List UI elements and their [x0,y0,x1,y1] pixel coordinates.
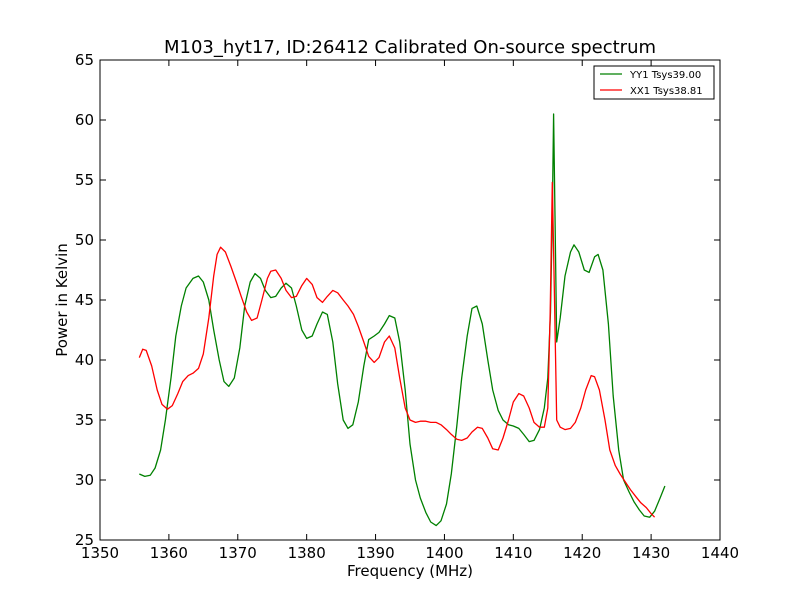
x-tick-label: 1400 [425,544,463,562]
x-tick-label: 1360 [150,544,188,562]
x-tick-label: 1410 [494,544,532,562]
series-line-yy1 [139,113,666,527]
y-tick-label: 65 [75,51,94,69]
x-tick-label: 1390 [356,544,394,562]
legend-label-xx1: XX1 Tsys38.81 [630,86,703,97]
y-tick-label: 35 [75,411,94,429]
x-tick-label: 1440 [701,544,739,562]
y-tick-label: 40 [75,351,94,369]
x-tick-label: 1350 [81,544,119,562]
legend-box [593,65,715,100]
x-tick-label: 1370 [219,544,257,562]
x-tick-label: 1420 [563,544,601,562]
series-line-xx1 [138,181,656,518]
y-tick-label: 45 [75,291,94,309]
legend-label-yy1: YY1 Tsys39.00 [629,70,701,81]
plot-area [100,60,720,540]
y-tick-label: 25 [75,531,94,549]
y-tick-label: 30 [75,471,94,489]
legend: YY1 Tsys39.00 XX1 Tsys38.81 [593,65,715,100]
ticks-group: 1350 1360 1370 1380 1390 1400 1410 1420 1430 1440… [75,51,739,562]
x-tick-label: 1430 [632,544,670,562]
series-group [138,113,666,527]
y-tick-label: 55 [75,171,94,189]
x-tick-label: 1380 [288,544,326,562]
y-axis-label: Power in Kelvin [53,243,71,357]
y-tick-label: 60 [75,111,94,129]
x-axis-label: Frequency (MHz) [347,562,473,580]
chart-title: M103_hyt17, ID:26412 Calibrated On-sourc… [164,37,656,58]
y-tick-label: 50 [75,231,94,249]
